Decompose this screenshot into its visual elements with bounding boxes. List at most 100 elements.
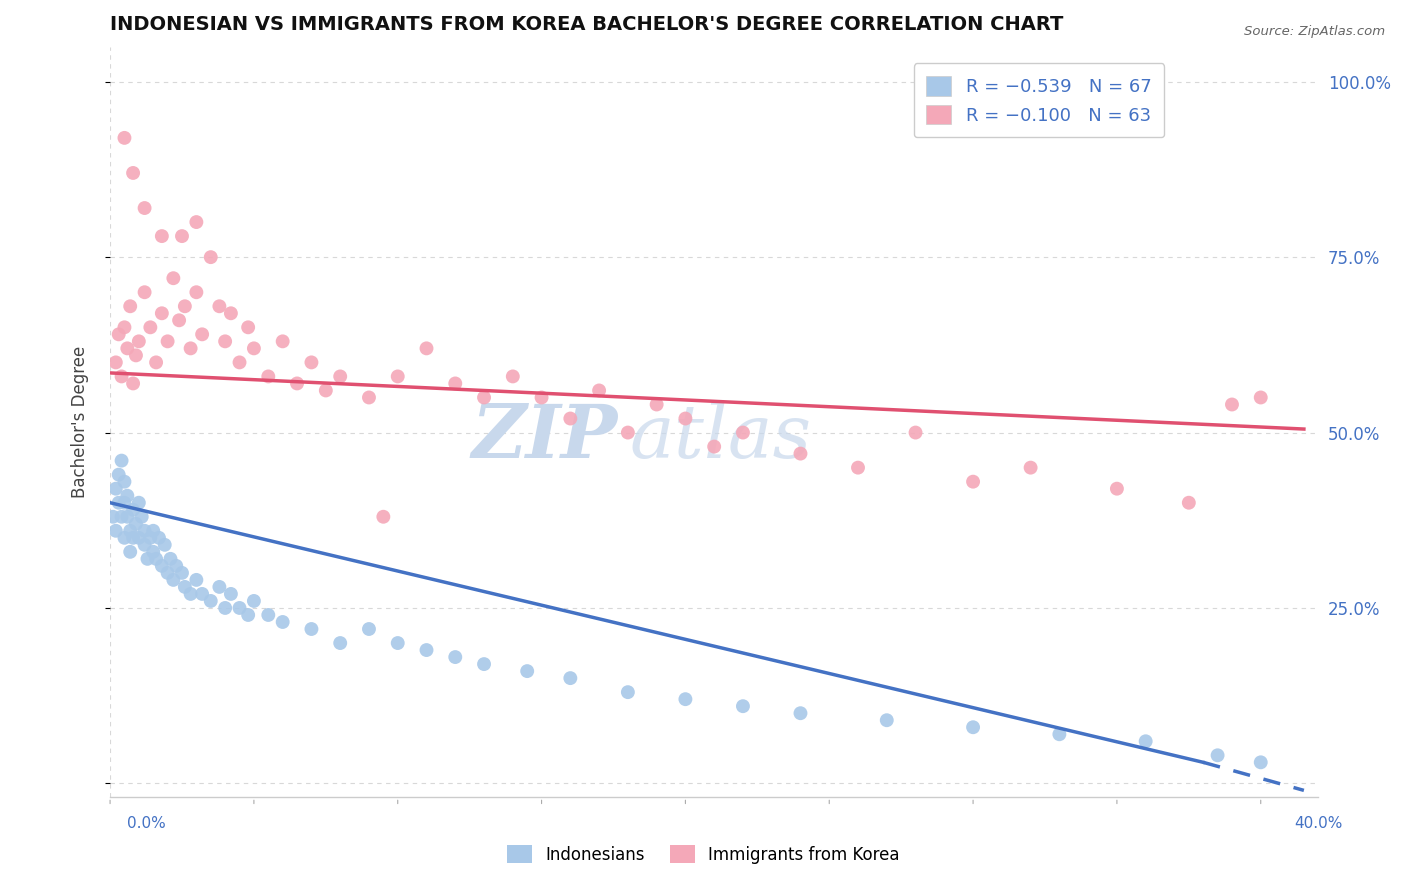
- Point: [101, 509, 124, 524]
- Point: [617, 685, 640, 699]
- Point: [120, 524, 142, 538]
- Point: [731, 699, 754, 714]
- Point: [560, 671, 582, 685]
- Point: [236, 320, 259, 334]
- Point: [415, 643, 437, 657]
- Legend: R = −0.539   N = 67, R = −0.100   N = 63: R = −0.539 N = 67, R = −0.100 N = 63: [914, 63, 1164, 137]
- Point: [128, 531, 150, 545]
- Text: 40.0%: 40.0%: [1295, 816, 1343, 831]
- Point: [214, 334, 236, 349]
- Point: [789, 447, 811, 461]
- Point: [122, 502, 145, 516]
- Point: [236, 607, 259, 622]
- Point: [170, 566, 193, 580]
- Point: [329, 636, 352, 650]
- Point: [243, 342, 266, 356]
- Point: [134, 201, 156, 215]
- Point: [153, 538, 176, 552]
- Point: [219, 306, 242, 320]
- Point: [117, 342, 139, 356]
- Point: [122, 376, 145, 391]
- Point: [315, 384, 337, 398]
- Point: [243, 594, 266, 608]
- Point: [731, 425, 754, 440]
- Point: [271, 615, 294, 629]
- Point: [150, 558, 173, 573]
- Point: [257, 607, 280, 622]
- Point: [114, 131, 136, 145]
- Point: [846, 460, 869, 475]
- Point: [962, 720, 984, 734]
- Point: [107, 467, 129, 482]
- Point: [142, 524, 165, 538]
- Point: [1105, 482, 1128, 496]
- Point: [789, 706, 811, 721]
- Point: [117, 509, 139, 524]
- Y-axis label: Bachelor's Degree: Bachelor's Degree: [72, 346, 89, 498]
- Point: [110, 369, 132, 384]
- Point: [120, 545, 142, 559]
- Point: [228, 355, 250, 369]
- Point: [114, 531, 136, 545]
- Point: [357, 391, 380, 405]
- Point: [167, 313, 190, 327]
- Point: [156, 566, 179, 580]
- Point: [191, 587, 214, 601]
- Point: [134, 538, 156, 552]
- Point: [228, 601, 250, 615]
- Point: [1019, 460, 1042, 475]
- Point: [617, 425, 640, 440]
- Point: [1250, 756, 1272, 770]
- Point: [1135, 734, 1157, 748]
- Legend: Indonesians, Immigrants from Korea: Indonesians, Immigrants from Korea: [501, 838, 905, 871]
- Point: [180, 587, 202, 601]
- Point: [131, 509, 153, 524]
- Point: [114, 475, 136, 489]
- Point: [125, 516, 148, 531]
- Point: [588, 384, 610, 398]
- Point: [148, 531, 170, 545]
- Point: [219, 587, 242, 601]
- Point: [329, 369, 352, 384]
- Point: [387, 636, 409, 650]
- Point: [150, 229, 173, 244]
- Point: [208, 580, 231, 594]
- Point: [159, 552, 181, 566]
- Point: [516, 664, 538, 678]
- Point: [301, 622, 323, 636]
- Point: [1178, 496, 1201, 510]
- Point: [876, 713, 898, 727]
- Point: [139, 531, 162, 545]
- Text: Source: ZipAtlas.com: Source: ZipAtlas.com: [1244, 25, 1385, 38]
- Point: [645, 397, 668, 411]
- Point: [357, 622, 380, 636]
- Point: [136, 552, 159, 566]
- Point: [122, 166, 145, 180]
- Point: [301, 355, 323, 369]
- Point: [150, 306, 173, 320]
- Point: [673, 692, 696, 706]
- Text: INDONESIAN VS IMMIGRANTS FROM KOREA BACHELOR'S DEGREE CORRELATION CHART: INDONESIAN VS IMMIGRANTS FROM KOREA BACH…: [110, 15, 1063, 34]
- Text: ZIP: ZIP: [471, 401, 617, 474]
- Point: [110, 509, 132, 524]
- Point: [200, 250, 222, 264]
- Point: [962, 475, 984, 489]
- Point: [162, 573, 184, 587]
- Point: [134, 524, 156, 538]
- Point: [1047, 727, 1070, 741]
- Text: 0.0%: 0.0%: [127, 816, 166, 831]
- Point: [145, 355, 167, 369]
- Point: [117, 489, 139, 503]
- Point: [104, 482, 127, 496]
- Point: [165, 558, 187, 573]
- Point: [387, 369, 409, 384]
- Point: [142, 545, 165, 559]
- Point: [444, 650, 467, 665]
- Point: [472, 391, 495, 405]
- Point: [271, 334, 294, 349]
- Point: [173, 580, 195, 594]
- Point: [170, 229, 193, 244]
- Point: [114, 320, 136, 334]
- Point: [444, 376, 467, 391]
- Point: [114, 496, 136, 510]
